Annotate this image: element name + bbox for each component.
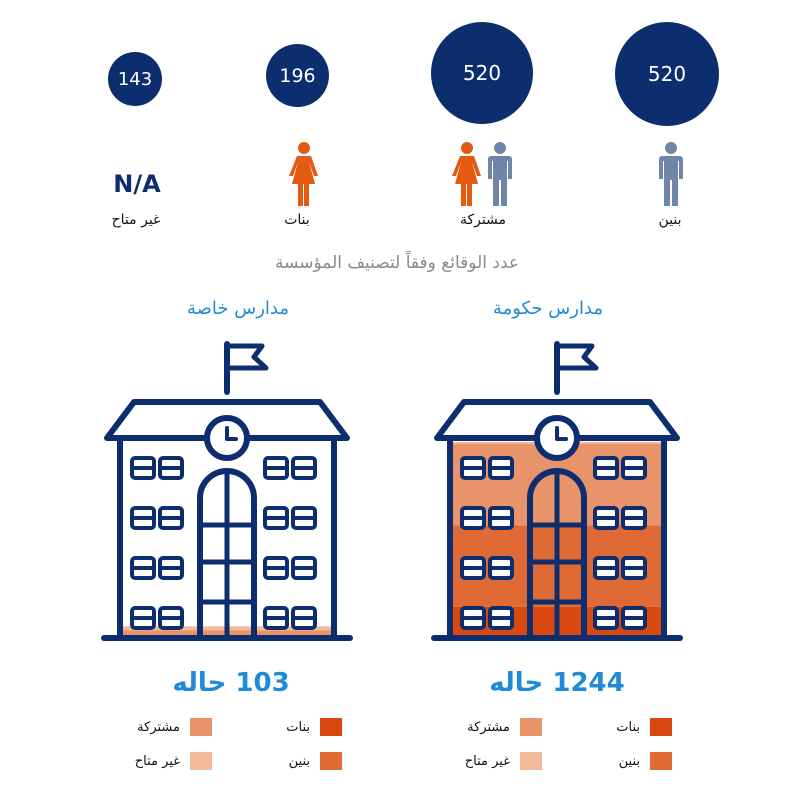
gov-schools-title: مدارس حكومة	[492, 298, 604, 319]
legend-item-mixed: مشتركة	[432, 718, 542, 736]
private-schools-title: مدارس خاصة	[186, 298, 290, 319]
legend-label-na: غير متاح	[134, 753, 180, 769]
girls-label: بنات	[284, 212, 310, 228]
chart-subtitle: عدد الوقائع وفقاً لتصنيف المؤسسة	[274, 253, 520, 273]
boys-count-circle: 520	[615, 22, 719, 126]
gov-schools-count: 1244 حاله	[489, 668, 625, 698]
legend-item-na: غير متاح	[432, 752, 542, 770]
legend-swatch-na	[520, 752, 542, 770]
legend-item-na: غير متاح	[102, 752, 212, 770]
legend-item-mixed: مشتركة	[102, 718, 212, 736]
legend-swatch-boys	[320, 752, 342, 770]
girls-count-circle: 196	[266, 44, 329, 107]
mixed-label: مشتركة	[459, 212, 507, 228]
female-person-icon-girls	[289, 142, 318, 206]
mixed-count-circle: 520	[431, 22, 533, 124]
legend-label-boys: بنين	[618, 753, 640, 769]
boys-label: بنين	[658, 212, 682, 228]
na-count-circle: 143	[108, 52, 162, 106]
legend-item-girls: بنات	[232, 718, 342, 736]
legend-swatch-mixed	[190, 718, 212, 736]
legend-item-boys: بنين	[562, 752, 672, 770]
na-icon-text: N/A	[113, 170, 161, 198]
legend-swatch-girls	[320, 718, 342, 736]
legend-swatch-mixed	[520, 718, 542, 736]
na-label: غير متاح	[111, 212, 161, 228]
legend-item-girls: بنات	[562, 718, 672, 736]
legend-label-mixed: مشتركة	[467, 719, 510, 735]
private-schools-count: 103 حاله	[172, 668, 290, 698]
male-person-icon-mixed	[488, 142, 512, 206]
male-person-icon	[659, 142, 683, 206]
legend-label-mixed: مشتركة	[137, 719, 180, 735]
private-school-building-icon	[101, 341, 353, 641]
boys-count: 520	[647, 62, 687, 86]
girls-count: 196	[279, 64, 316, 87]
legend-label-girls: بنات	[616, 719, 640, 735]
legend-swatch-na	[190, 752, 212, 770]
gov-school-building-icon	[431, 341, 683, 641]
legend-label-girls: بنات	[286, 719, 310, 735]
mixed-count: 520	[462, 61, 502, 85]
legend-swatch-boys	[650, 752, 672, 770]
na-count: 143	[117, 68, 153, 90]
legend-item-boys: بنين	[232, 752, 342, 770]
legend-swatch-girls	[650, 718, 672, 736]
legend-label-boys: بنين	[288, 753, 310, 769]
female-person-icon	[452, 142, 481, 206]
legend-label-na: غير متاح	[464, 753, 510, 769]
